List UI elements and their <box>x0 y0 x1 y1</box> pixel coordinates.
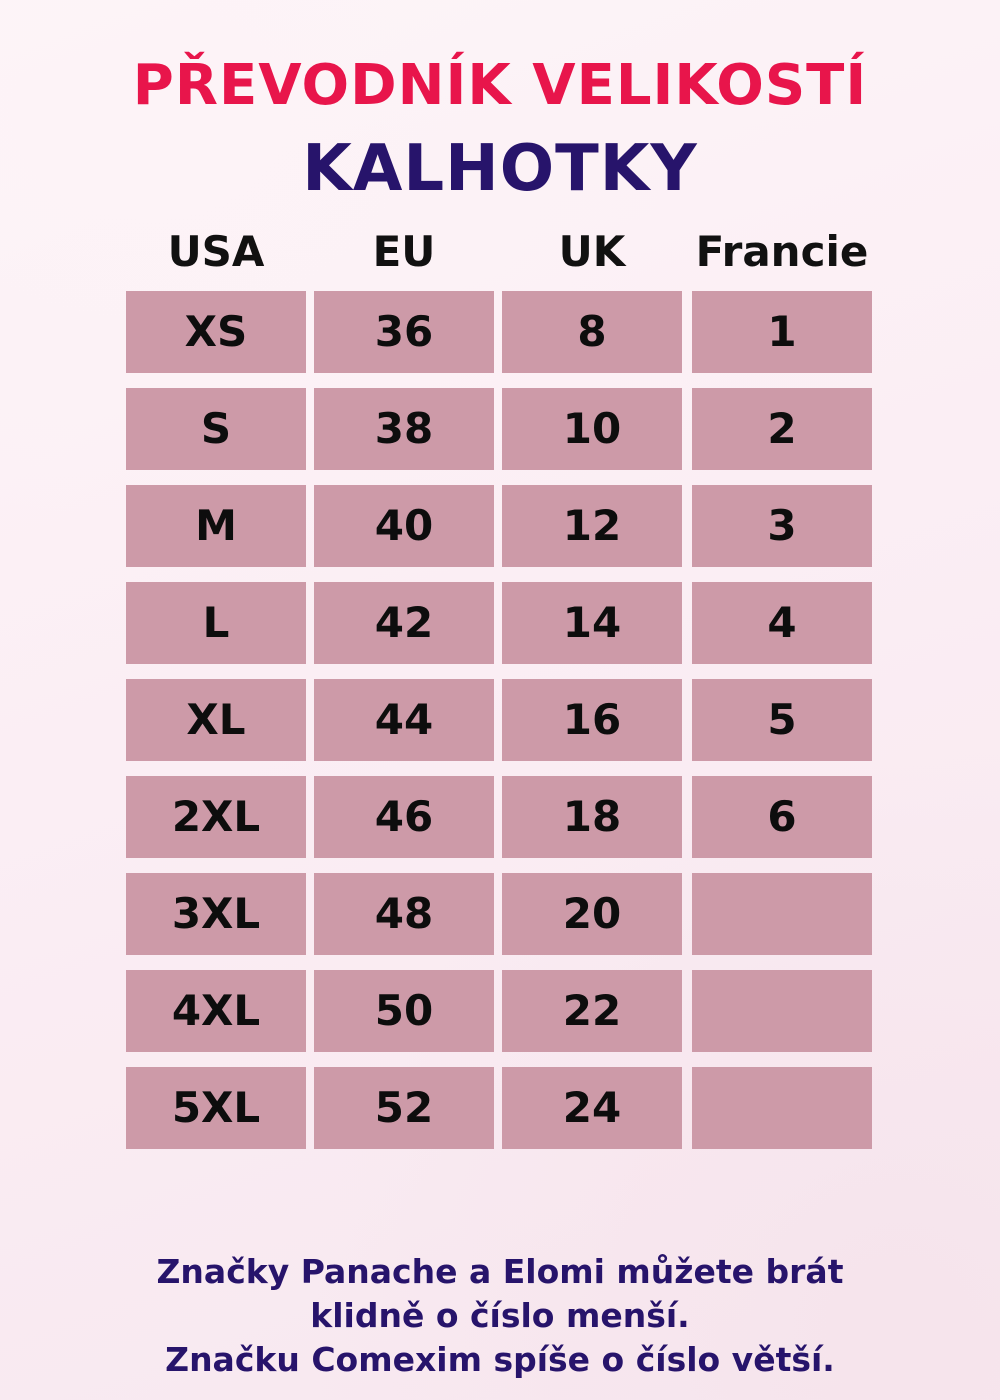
table-cell-wrap: XS <box>122 291 310 374</box>
table-cell-wrap: 6 <box>686 776 878 859</box>
table-cell-wrap: 44 <box>310 679 498 762</box>
table-cell-wrap: 2 <box>686 388 878 471</box>
table-cell-wrap: 2XL <box>122 776 310 859</box>
table-cell-wrap: XL <box>122 679 310 762</box>
table-row: 5XL 52 24 <box>122 1067 878 1150</box>
table-cell-wrap: 50 <box>310 970 498 1053</box>
table-cell-wrap: 42 <box>310 582 498 665</box>
table-cell-uk: 12 <box>502 485 682 568</box>
table-cell-usa: XL <box>126 679 306 762</box>
table-cell-eu: 50 <box>314 970 494 1053</box>
table-cell-uk: 20 <box>502 873 682 956</box>
table-cell-wrap: 4XL <box>122 970 310 1053</box>
table-cell-wrap: 16 <box>498 679 686 762</box>
table-cell-wrap: M <box>122 485 310 568</box>
table-cell-wrap <box>686 873 878 956</box>
table-cell-wrap: 18 <box>498 776 686 859</box>
table-cell-usa: S <box>126 388 306 471</box>
table-cell-wrap: 36 <box>310 291 498 374</box>
table-cell-francie: 5 <box>692 679 872 762</box>
table-cell-wrap: 52 <box>310 1067 498 1150</box>
table-cell-uk: 24 <box>502 1067 682 1150</box>
table-cell-wrap: 3XL <box>122 873 310 956</box>
table-cell-eu: 38 <box>314 388 494 471</box>
table-cell-wrap: 14 <box>498 582 686 665</box>
table-cell-usa: 4XL <box>126 970 306 1053</box>
table-cell-eu: 36 <box>314 291 494 374</box>
table-cell-usa: L <box>126 582 306 665</box>
table-cell-wrap: 22 <box>498 970 686 1053</box>
table-row: 2XL 46 18 6 <box>122 776 878 859</box>
table-cell-wrap: 48 <box>310 873 498 956</box>
table-cell-usa: 5XL <box>126 1067 306 1150</box>
table-cell-wrap: 24 <box>498 1067 686 1150</box>
table-cell-francie <box>692 1067 872 1150</box>
footer-note: Značky Panache a Elomi můžete brát klidn… <box>0 1250 1000 1382</box>
table-cell-usa: XS <box>126 291 306 374</box>
table-row: XL 44 16 5 <box>122 679 878 762</box>
table-cell-uk: 8 <box>502 291 682 374</box>
table-cell-eu: 48 <box>314 873 494 956</box>
footer-line-3: Značku Comexim spíše o číslo větší. <box>165 1340 835 1380</box>
table-cell-francie: 3 <box>692 485 872 568</box>
table-cell-usa: M <box>126 485 306 568</box>
table-cell-wrap: 4 <box>686 582 878 665</box>
table-row: 3XL 48 20 <box>122 873 878 956</box>
table-cell-uk: 14 <box>502 582 682 665</box>
page-title: PŘEVODNÍK VELIKOSTÍ <box>132 53 868 118</box>
table-cell-wrap: 40 <box>310 485 498 568</box>
table-cell-wrap <box>686 1067 878 1150</box>
table-cell-uk: 18 <box>502 776 682 859</box>
size-table: USA EU UK Francie XS 36 8 1 S 38 10 2 M … <box>122 203 878 1150</box>
footer-line-1: Značky Panache a Elomi můžete brát <box>156 1252 844 1292</box>
table-cell-wrap: 46 <box>310 776 498 859</box>
table-cell-francie: 1 <box>692 291 872 374</box>
table-cell-francie <box>692 970 872 1053</box>
table-cell-francie: 2 <box>692 388 872 471</box>
table-cell-francie: 6 <box>692 776 872 859</box>
table-cell-wrap: 38 <box>310 388 498 471</box>
column-header-eu: EU <box>372 226 436 276</box>
table-header-row: USA EU UK Francie <box>122 226 878 276</box>
table-cell-wrap: L <box>122 582 310 665</box>
table-cell-wrap: 10 <box>498 388 686 471</box>
page-subtitle: KALHOTKY <box>302 131 698 206</box>
table-cell-wrap: 5 <box>686 679 878 762</box>
table-cell-eu: 40 <box>314 485 494 568</box>
column-header-usa: USA <box>167 226 265 276</box>
table-cell-eu: 44 <box>314 679 494 762</box>
table-cell-wrap: 5XL <box>122 1067 310 1150</box>
table-cell-eu: 46 <box>314 776 494 859</box>
table-row: 4XL 50 22 <box>122 970 878 1053</box>
table-cell-francie: 4 <box>692 582 872 665</box>
table-cell-uk: 10 <box>502 388 682 471</box>
table-row: L 42 14 4 <box>122 582 878 665</box>
table-row: M 40 12 3 <box>122 485 878 568</box>
table-cell-wrap: S <box>122 388 310 471</box>
table-row: S 38 10 2 <box>122 388 878 471</box>
table-cell-eu: 52 <box>314 1067 494 1150</box>
table-cell-uk: 22 <box>502 970 682 1053</box>
table-body: XS 36 8 1 S 38 10 2 M 40 12 3 L 42 14 <box>122 291 878 1150</box>
table-cell-francie <box>692 873 872 956</box>
footer-line-2: klidně o číslo menší. <box>310 1296 690 1336</box>
table-cell-wrap: 20 <box>498 873 686 956</box>
table-cell-wrap: 8 <box>498 291 686 374</box>
table-cell-usa: 3XL <box>126 873 306 956</box>
column-header-francie: Francie <box>695 226 869 276</box>
table-cell-wrap: 12 <box>498 485 686 568</box>
table-row: XS 36 8 1 <box>122 291 878 374</box>
table-cell-wrap: 3 <box>686 485 878 568</box>
table-cell-eu: 42 <box>314 582 494 665</box>
column-header-uk: UK <box>558 226 626 276</box>
table-cell-wrap: 1 <box>686 291 878 374</box>
table-cell-uk: 16 <box>502 679 682 762</box>
table-cell-wrap <box>686 970 878 1053</box>
table-cell-usa: 2XL <box>126 776 306 859</box>
